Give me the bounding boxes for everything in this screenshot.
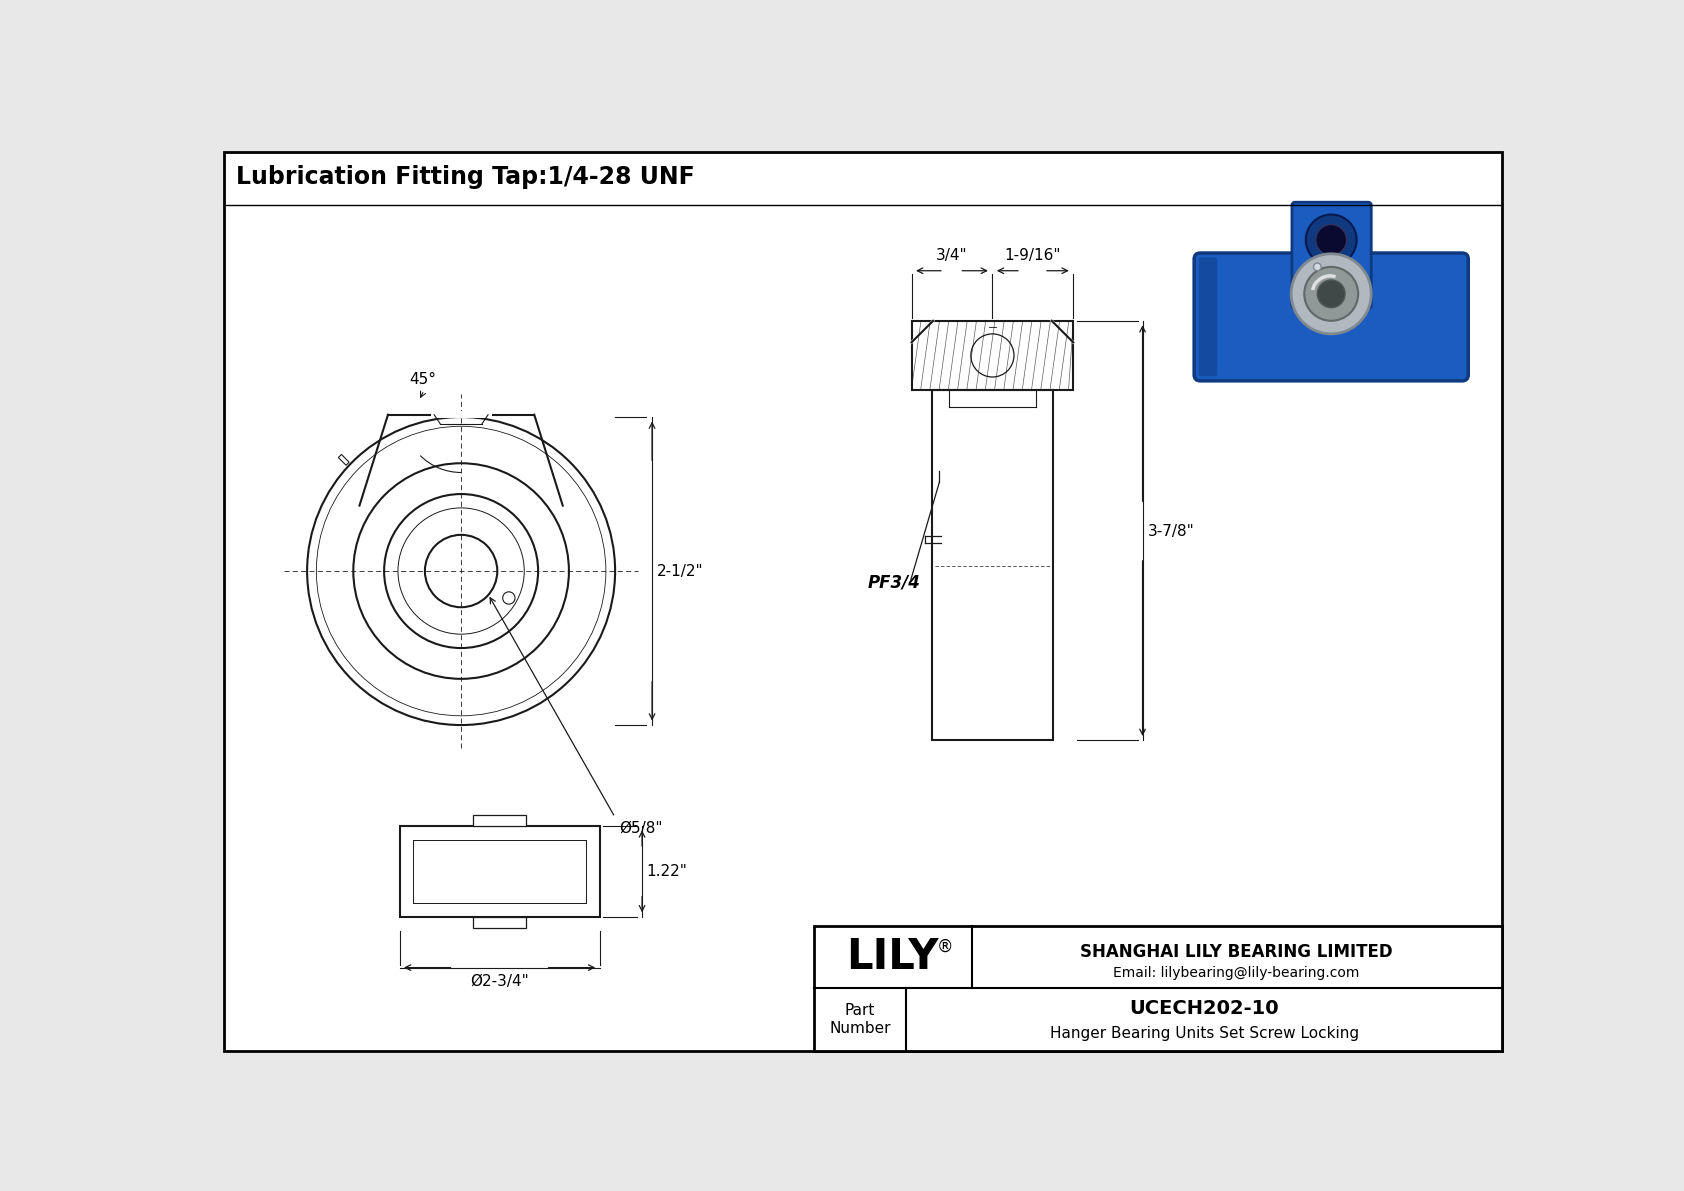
Text: Hanger Bearing Units Set Screw Locking: Hanger Bearing Units Set Screw Locking (1049, 1025, 1359, 1041)
Circle shape (1315, 225, 1347, 255)
Circle shape (1317, 280, 1346, 307)
Bar (473, 815, 525, 825)
Text: SHANGHAI LILY BEARING LIMITED: SHANGHAI LILY BEARING LIMITED (1079, 943, 1393, 961)
Text: PF3/4: PF3/4 (867, 574, 921, 592)
Text: ®: ® (936, 939, 953, 956)
Circle shape (1314, 263, 1322, 270)
Text: 2-1/2": 2-1/2" (657, 563, 704, 579)
Circle shape (1305, 214, 1357, 266)
Text: Lubrication Fitting Tap:1/4-28 UNF: Lubrication Fitting Tap:1/4-28 UNF (236, 166, 695, 189)
Text: 1-9/16": 1-9/16" (1004, 248, 1061, 263)
Text: 3/4": 3/4" (936, 248, 967, 263)
Text: 3-7/8": 3-7/8" (1148, 524, 1194, 538)
FancyBboxPatch shape (1199, 257, 1218, 376)
Bar (813, 927, 1502, 1050)
Text: Email: lilybearing@lily-bearing.com: Email: lilybearing@lily-bearing.com (1113, 966, 1359, 980)
Text: Ø2-3/4": Ø2-3/4" (470, 974, 529, 989)
Polygon shape (338, 455, 349, 466)
Circle shape (1305, 267, 1359, 320)
Circle shape (1292, 254, 1371, 333)
Text: Part
Number: Part Number (829, 1003, 891, 1036)
Bar (931, 391, 1052, 741)
FancyBboxPatch shape (1292, 202, 1371, 308)
Text: 45°: 45° (409, 372, 436, 387)
FancyBboxPatch shape (1194, 252, 1468, 381)
Bar (473, 917, 525, 928)
Text: UCECH202-10: UCECH202-10 (1130, 999, 1278, 1018)
Text: LILY: LILY (845, 936, 938, 978)
Bar (399, 825, 600, 917)
Text: 1.22": 1.22" (647, 863, 687, 879)
Text: Ø5/8": Ø5/8" (620, 821, 662, 836)
